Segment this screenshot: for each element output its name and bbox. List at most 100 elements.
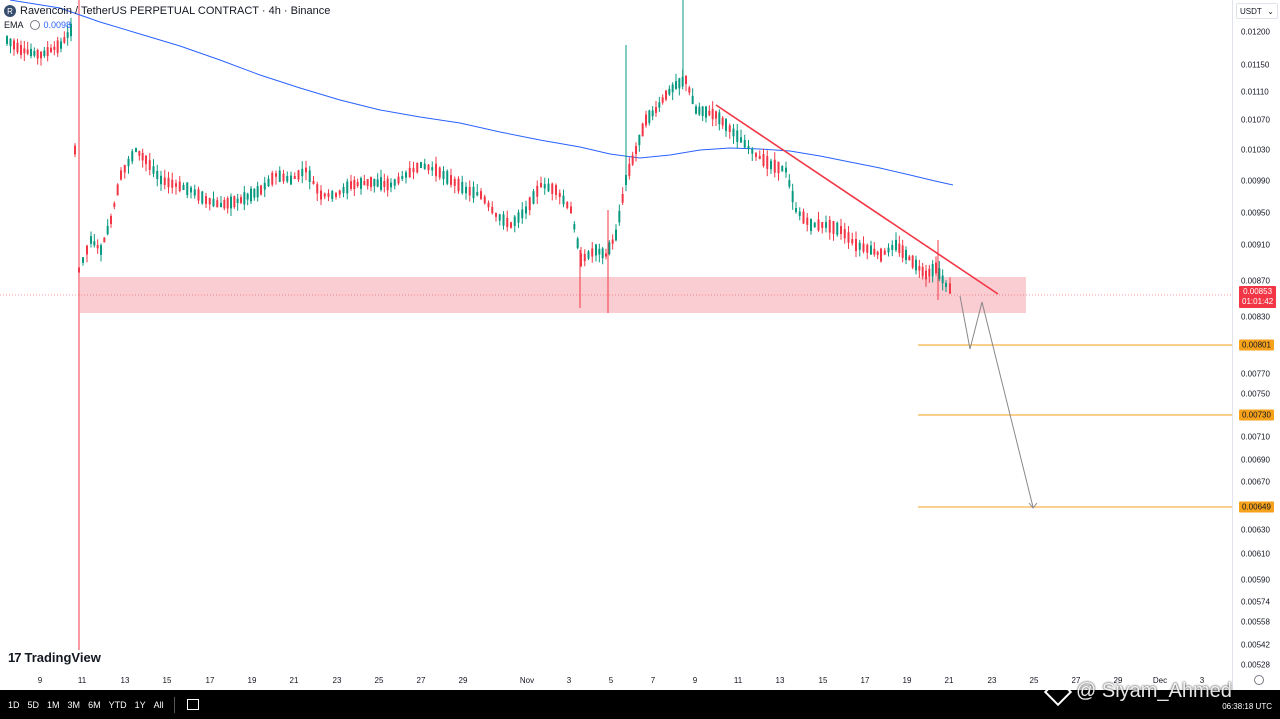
candle-body[interactable] <box>145 155 147 165</box>
timeframe-button[interactable]: 1Y <box>134 699 146 710</box>
candle-body[interactable] <box>178 181 181 192</box>
candle-body[interactable] <box>858 242 861 250</box>
candle-body[interactable] <box>6 36 8 44</box>
candle-body[interactable] <box>120 170 122 180</box>
candle-body[interactable] <box>487 202 490 208</box>
candle-body[interactable] <box>338 190 341 195</box>
candle-body[interactable] <box>795 208 797 212</box>
candle-body[interactable] <box>770 160 772 170</box>
candle-body[interactable] <box>675 81 677 89</box>
candle-body[interactable] <box>832 221 835 234</box>
candle-body[interactable] <box>905 250 907 260</box>
candle-body[interactable] <box>390 182 392 188</box>
candle-body[interactable] <box>638 134 641 146</box>
candle-body[interactable] <box>90 236 92 244</box>
candle-body[interactable] <box>240 197 242 203</box>
candle-body[interactable] <box>457 178 460 192</box>
candle-body[interactable] <box>141 152 144 161</box>
candle-body[interactable] <box>618 210 621 223</box>
candle-body[interactable] <box>480 191 482 199</box>
candle-body[interactable] <box>532 191 535 204</box>
candle-body[interactable] <box>521 209 524 219</box>
candle-body[interactable] <box>408 167 411 178</box>
candle-body[interactable] <box>908 256 911 261</box>
candle-body[interactable] <box>725 119 727 131</box>
candle-body[interactable] <box>851 239 854 244</box>
candle-body[interactable] <box>941 275 944 284</box>
candle-body[interactable] <box>873 248 876 255</box>
candle-body[interactable] <box>13 40 15 50</box>
calendar-range-icon[interactable] <box>186 699 199 710</box>
candle-body[interactable] <box>901 245 904 258</box>
candle-body[interactable] <box>547 183 550 192</box>
candle-body[interactable] <box>661 97 664 103</box>
candle-body[interactable] <box>416 162 419 173</box>
candle-body[interactable] <box>798 211 801 216</box>
candle-body[interactable] <box>43 50 46 57</box>
candle-body[interactable] <box>876 251 879 255</box>
candle-body[interactable] <box>525 206 527 214</box>
candle-body[interactable] <box>935 262 937 274</box>
candle-body[interactable] <box>320 190 322 200</box>
tradingview-logo[interactable]: 17 TradingView <box>8 650 101 665</box>
candle-body[interactable] <box>591 248 594 257</box>
candle-body[interactable] <box>353 179 356 190</box>
candle-body[interactable] <box>386 178 389 191</box>
candle-body[interactable] <box>138 150 141 156</box>
utc-clock[interactable]: 06:38:18 UTC <box>1222 702 1272 711</box>
candle-body[interactable] <box>271 172 274 185</box>
candle-body[interactable] <box>26 49 29 54</box>
candle-body[interactable] <box>635 146 637 154</box>
candle-body[interactable] <box>33 50 36 56</box>
candle-body[interactable] <box>608 242 611 255</box>
candle-body[interactable] <box>583 253 586 262</box>
candle-body[interactable] <box>658 102 661 108</box>
candle-body[interactable] <box>450 175 452 185</box>
candle-body[interactable] <box>427 164 430 171</box>
candle-body[interactable] <box>148 160 151 170</box>
candle-body[interactable] <box>551 183 554 194</box>
candle-body[interactable] <box>736 130 739 143</box>
candle-body[interactable] <box>193 189 196 196</box>
candle-body[interactable] <box>156 171 159 179</box>
downtrend-line[interactable] <box>715 104 999 295</box>
candle-body[interactable] <box>528 197 531 211</box>
candle-body[interactable] <box>373 178 376 187</box>
candle-body[interactable] <box>405 172 407 178</box>
candle-body[interactable] <box>641 123 644 137</box>
candle-body[interactable] <box>495 213 497 217</box>
candle-body[interactable] <box>777 161 780 174</box>
candle-body[interactable] <box>327 193 330 197</box>
candle-body[interactable] <box>335 193 337 197</box>
candle-body[interactable] <box>383 180 386 188</box>
candle-body[interactable] <box>708 110 711 116</box>
candle-body[interactable] <box>420 162 422 168</box>
candle-body[interactable] <box>243 192 246 205</box>
timeframe-button[interactable]: 3M <box>67 699 81 710</box>
candle-body[interactable] <box>558 192 561 198</box>
candle-body[interactable] <box>236 198 239 204</box>
candle-body[interactable] <box>167 177 170 188</box>
ema-line[interactable] <box>9 0 954 186</box>
candle-body[interactable] <box>278 170 281 182</box>
candle-body[interactable] <box>216 200 219 208</box>
candle-body[interactable] <box>605 253 607 257</box>
candle-body[interactable] <box>380 177 382 190</box>
candle-body[interactable] <box>718 112 721 125</box>
candle-body[interactable] <box>96 245 99 249</box>
candle-body[interactable] <box>915 259 917 271</box>
candle-body[interactable] <box>16 42 19 53</box>
candle-body[interactable] <box>123 164 126 173</box>
candle-body[interactable] <box>813 222 816 228</box>
candle-body[interactable] <box>847 232 850 243</box>
timeframe-button[interactable]: All <box>153 699 164 710</box>
candle-body[interactable] <box>695 106 697 114</box>
candle-body[interactable] <box>751 148 754 154</box>
candle-body[interactable] <box>66 32 69 38</box>
candle-body[interactable] <box>438 167 441 178</box>
candle-body[interactable] <box>82 257 84 263</box>
candle-body[interactable] <box>870 245 872 255</box>
candle-body[interactable] <box>297 170 300 180</box>
candle-body[interactable] <box>655 107 657 113</box>
candle-body[interactable] <box>86 245 88 255</box>
